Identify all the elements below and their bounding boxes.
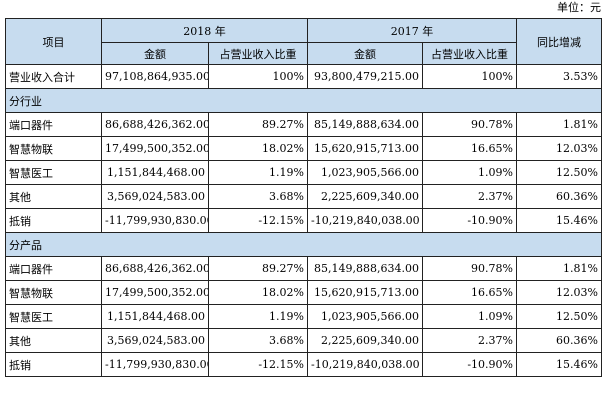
amount-2017: -10,219,840,038.00 <box>307 352 423 377</box>
ratio-2017: 1.09% <box>422 160 517 185</box>
amount-2018: 86,688,426,362.00 <box>101 112 209 137</box>
ratio-2018: 3.68% <box>208 184 308 209</box>
ratio-2018: 3.68% <box>208 328 308 353</box>
amount-2018: 3,569,024,583.00 <box>101 328 209 353</box>
table-row: 其他 3,569,024,583.00 3.68% 2,225,609,340.00 2… <box>5 328 602 353</box>
section-title: 分产品 <box>5 232 602 257</box>
header-item: 项目 <box>5 18 102 65</box>
table-row: 智慧物联 17,499,500,352.00 18.02% 15,620,915,71… <box>5 280 602 305</box>
yoy: 12.50% <box>516 304 602 329</box>
row-label: 智慧医工 <box>5 304 102 329</box>
amount-2017: 2,225,609,340.00 <box>307 184 423 209</box>
row-label: 端口器件 <box>5 112 102 137</box>
amount-2017: 85,149,888,634.00 <box>307 256 423 281</box>
table-row: 端口器件 86,688,426,362.00 89.27% 85,149,888,63… <box>5 256 602 281</box>
yoy: 15.46% <box>516 352 602 377</box>
total-amount-2017: 93,800,479,215.00 <box>307 64 423 89</box>
ratio-2018: 89.27% <box>208 112 308 137</box>
header-year-2018: 2018 年 <box>101 18 308 43</box>
yoy: 60.36% <box>516 184 602 209</box>
amount-2017: 2,225,609,340.00 <box>307 328 423 353</box>
header-year-2017: 2017 年 <box>307 18 517 43</box>
amount-2018: -11,799,930,830.00 <box>101 208 209 233</box>
table-row: 智慧医工 1,151,844,468.00 1.19% 1,023,905,566.0… <box>5 304 602 329</box>
header-yoy: 同比增减 <box>516 18 602 65</box>
amount-2017: 85,149,888,634.00 <box>307 112 423 137</box>
ratio-2018: -12.15% <box>208 208 308 233</box>
amount-2018: 3,569,024,583.00 <box>101 184 209 209</box>
ratio-2017: 16.65% <box>422 136 517 161</box>
amount-2018: 1,151,844,468.00 <box>101 160 209 185</box>
ratio-2018: 18.02% <box>208 280 308 305</box>
row-label: 智慧医工 <box>5 160 102 185</box>
total-label: 营业收入合计 <box>5 64 102 89</box>
row-label: 智慧物联 <box>5 280 102 305</box>
row-label: 抵销 <box>5 208 102 233</box>
header-amount-2018: 金额 <box>101 42 209 65</box>
ratio-2017: 16.65% <box>422 280 517 305</box>
ratio-2017: -10.90% <box>422 352 517 377</box>
table-row: 抵销 -11,799,930,830.00 -12.15% -10,219,840,0… <box>5 352 602 377</box>
table-row: 智慧医工 1,151,844,468.00 1.19% 1,023,905,566.0… <box>5 160 602 185</box>
amount-2017: 15,620,915,713.00 <box>307 136 423 161</box>
yoy: 12.50% <box>516 160 602 185</box>
ratio-2017: 2.37% <box>422 184 517 209</box>
amount-2017: -10,219,840,038.00 <box>307 208 423 233</box>
header-row-columns: 金额 占营业收入比重 金额 占营业收入比重 <box>6 42 602 65</box>
yoy: 60.36% <box>516 328 602 353</box>
ratio-2018: 18.02% <box>208 136 308 161</box>
row-label: 其他 <box>5 328 102 353</box>
total-row: 营业收入合计 97,108,864,935.00 100% 93,800,479… <box>5 64 602 89</box>
amount-2018: 86,688,426,362.00 <box>101 256 209 281</box>
ratio-2017: 1.09% <box>422 304 517 329</box>
yoy: 1.81% <box>516 112 602 137</box>
section-title: 分行业 <box>5 88 602 113</box>
row-label: 端口器件 <box>5 256 102 281</box>
ratio-2017: 90.78% <box>422 112 517 137</box>
yoy: 1.81% <box>516 256 602 281</box>
row-label: 智慧物联 <box>5 136 102 161</box>
ratio-2017: -10.90% <box>422 208 517 233</box>
total-ratio-2017: 100% <box>422 64 517 89</box>
amount-2018: 1,151,844,468.00 <box>101 304 209 329</box>
amount-2017: 1,023,905,566.00 <box>307 160 423 185</box>
amount-2018: 17,499,500,352.00 <box>101 280 209 305</box>
amount-2017: 1,023,905,566.00 <box>307 304 423 329</box>
ratio-2018: 1.19% <box>208 160 308 185</box>
ratio-2017: 2.37% <box>422 328 517 353</box>
total-yoy: 3.53% <box>516 64 602 89</box>
section-header: 分行业 <box>5 88 602 113</box>
ratio-2018: 89.27% <box>208 256 308 281</box>
table-row: 其他 3,569,024,583.00 3.68% 2,225,609,340.00 2… <box>5 184 602 209</box>
unit-label: 单位：元 <box>557 1 601 14</box>
header-amount-2017: 金额 <box>307 42 423 65</box>
header-ratio-2018: 占营业收入比重 <box>208 42 308 65</box>
section-header: 分产品 <box>5 232 602 257</box>
amount-2017: 15,620,915,713.00 <box>307 280 423 305</box>
row-label: 抵销 <box>5 352 102 377</box>
ratio-2017: 90.78% <box>422 256 517 281</box>
total-ratio-2018: 100% <box>208 64 308 89</box>
row-label: 其他 <box>5 184 102 209</box>
yoy: 12.03% <box>516 280 602 305</box>
table-row: 智慧物联 17,499,500,352.00 18.02% 15,620,915,71… <box>5 136 602 161</box>
ratio-2018: 1.19% <box>208 304 308 329</box>
total-amount-2018: 97,108,864,935.00 <box>101 64 209 89</box>
ratio-2018: -12.15% <box>208 352 308 377</box>
amount-2018: -11,799,930,830.00 <box>101 352 209 377</box>
header-ratio-2017: 占营业收入比重 <box>422 42 517 65</box>
revenue-table: 项目 2018 年 2017 年 同比增减 金额 占营业收入比重 金额 占营业收… <box>5 18 602 377</box>
yoy: 15.46% <box>516 208 602 233</box>
table-row: 抵销 -11,799,930,830.00 -12.15% -10,219,840,0… <box>5 208 602 233</box>
amount-2018: 17,499,500,352.00 <box>101 136 209 161</box>
header-row-years: 项目 2018 年 2017 年 同比增减 <box>5 18 602 65</box>
yoy: 12.03% <box>516 136 602 161</box>
table-row: 端口器件 86,688,426,362.00 89.27% 85,149,888,63… <box>5 112 602 137</box>
